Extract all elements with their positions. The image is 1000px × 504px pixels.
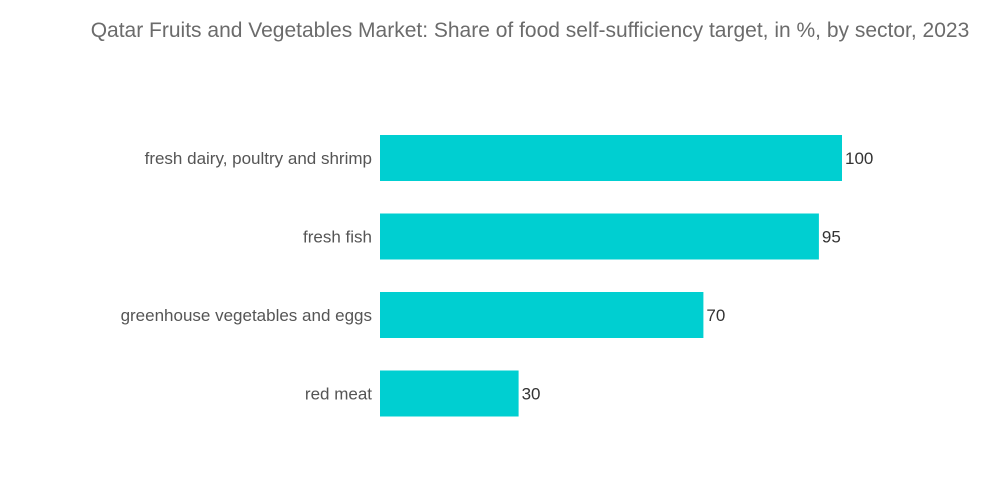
value-label-3: 30 — [522, 385, 541, 404]
chart-title: Qatar Fruits and Vegetables Market: Shar… — [90, 19, 970, 42]
bar-0 — [380, 135, 842, 181]
bar-1 — [380, 213, 819, 260]
bar-2 — [380, 292, 704, 338]
value-label-0: 100 — [845, 149, 873, 168]
bar-3 — [380, 370, 519, 417]
category-label-1: fresh fish — [303, 228, 372, 247]
category-label-3: red meat — [305, 385, 372, 404]
category-label-0: fresh dairy, poultry and shrimp — [145, 149, 372, 168]
value-label-2: 70 — [706, 306, 725, 325]
category-label-2: greenhouse vegetables and eggs — [121, 306, 372, 325]
value-label-1: 95 — [822, 228, 841, 247]
